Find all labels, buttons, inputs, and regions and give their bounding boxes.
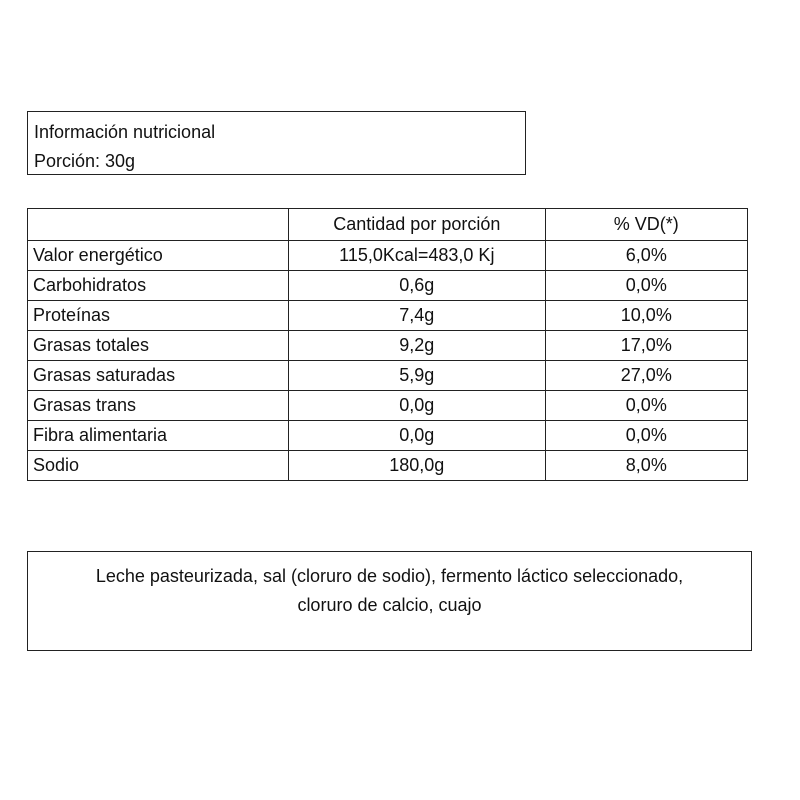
nutrient-amount: 0,0g bbox=[287, 390, 546, 421]
nutrient-amount: 115,0Kcal=483,0 Kj bbox=[287, 240, 546, 271]
nutrient-name: Valor energético bbox=[27, 240, 289, 271]
nutrient-amount: 0,0g bbox=[287, 420, 546, 451]
table-row: Grasas totales 9,2g 17,0% bbox=[27, 330, 749, 361]
column-header-nutrient bbox=[27, 208, 289, 241]
column-header-daily-value: % VD(*) bbox=[544, 208, 749, 241]
nutrient-amount: 7,4g bbox=[287, 300, 546, 331]
nutrient-name: Proteínas bbox=[27, 300, 289, 331]
nutrient-daily-value: 27,0% bbox=[544, 360, 749, 391]
table-row: Carbohidratos 0,6g 0,0% bbox=[27, 270, 749, 301]
ingredients-line-2: cloruro de calcio, cuajo bbox=[297, 595, 482, 615]
nutrient-name: Sodio bbox=[27, 450, 289, 481]
ingredients-box: Leche pasteurizada, sal (cloruro de sodi… bbox=[27, 551, 752, 651]
ingredients-line-1: Leche pasteurizada, sal (cloruro de sodi… bbox=[95, 566, 684, 586]
nutrient-amount: 0,6g bbox=[287, 270, 546, 301]
table-row: Proteínas 7,4g 10,0% bbox=[27, 300, 749, 331]
nutrient-daily-value: 6,0% bbox=[544, 240, 749, 271]
nutrient-name: Carbohidratos bbox=[27, 270, 289, 301]
nutrition-title: Información nutricional bbox=[34, 122, 216, 142]
nutrient-amount: 9,2g bbox=[287, 330, 546, 361]
serving-size: Porción: 30g bbox=[34, 151, 136, 171]
nutrient-name: Grasas saturadas bbox=[27, 360, 289, 391]
table-row: Fibra alimentaria 0,0g 0,0% bbox=[27, 420, 749, 451]
nutrient-name: Fibra alimentaria bbox=[27, 420, 289, 451]
nutrient-amount: 180,0g bbox=[287, 450, 546, 481]
nutrient-daily-value: 0,0% bbox=[544, 270, 749, 301]
nutrient-amount: 5,9g bbox=[287, 360, 546, 391]
nutrient-daily-value: 10,0% bbox=[544, 300, 749, 331]
nutrition-table: Cantidad por porción % VD(*) Valor energ… bbox=[27, 208, 749, 481]
table-row: Grasas trans 0,0g 0,0% bbox=[27, 390, 749, 421]
nutrient-daily-value: 17,0% bbox=[544, 330, 749, 361]
nutrient-name: Grasas totales bbox=[27, 330, 289, 361]
nutrient-daily-value: 0,0% bbox=[544, 390, 749, 421]
nutrient-name: Grasas trans bbox=[27, 390, 289, 421]
nutrient-daily-value: 8,0% bbox=[544, 450, 749, 481]
nutrient-daily-value: 0,0% bbox=[544, 420, 749, 451]
nutrition-info-header: Información nutricional Porción: 30g bbox=[27, 111, 526, 175]
table-row: Valor energético 115,0Kcal=483,0 Kj 6,0% bbox=[27, 240, 749, 271]
table-header-row: Cantidad por porción % VD(*) bbox=[27, 208, 749, 241]
table-row: Grasas saturadas 5,9g 27,0% bbox=[27, 360, 749, 391]
table-row: Sodio 180,0g 8,0% bbox=[27, 450, 749, 481]
column-header-amount: Cantidad por porción bbox=[287, 208, 546, 241]
